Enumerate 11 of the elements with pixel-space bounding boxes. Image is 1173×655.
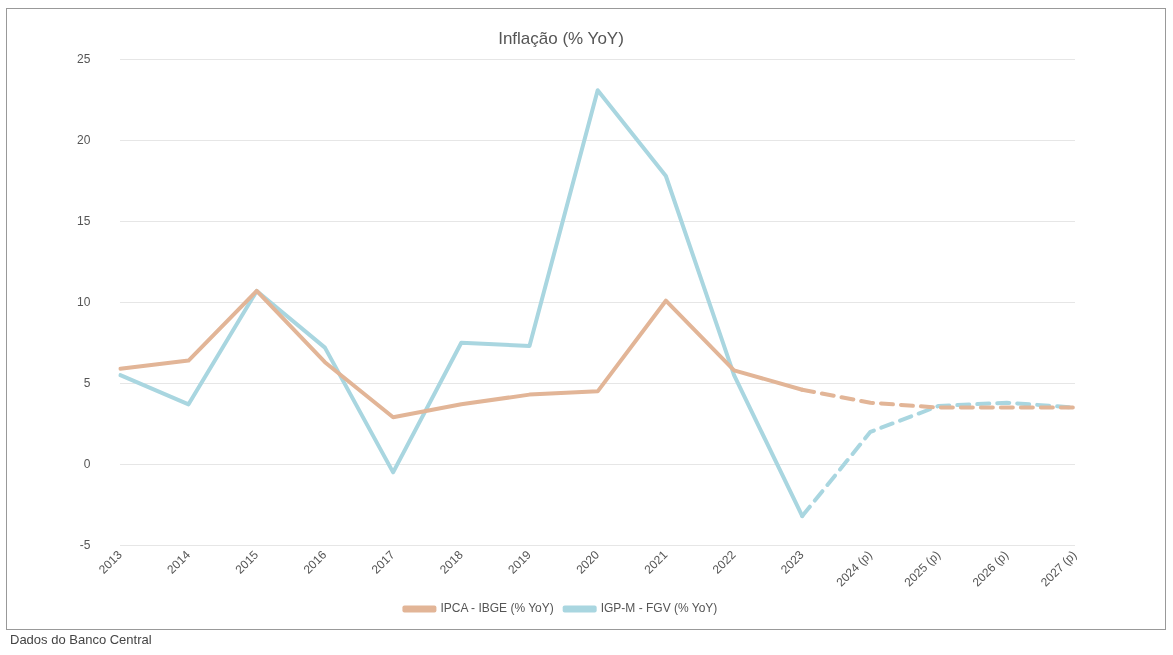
text: Dados do Banco Central bbox=[10, 632, 152, 647]
y-tick-label: 5 bbox=[83, 375, 91, 390]
legend-label: IPCA - IBGE (% YoY) bbox=[440, 601, 554, 616]
chart-title: Inflação (% YoY) bbox=[498, 28, 624, 48]
y-tick-label: 10 bbox=[76, 294, 91, 309]
y-tick-label: 0 bbox=[83, 456, 91, 471]
legend-label: IGP-M - FGV (% YoY) bbox=[600, 601, 718, 616]
y-tick-label: 20 bbox=[76, 132, 91, 147]
y-tick-label: 15 bbox=[76, 213, 91, 228]
y-tick-label: 25 bbox=[76, 51, 91, 66]
y-tick-label: -5 bbox=[79, 537, 91, 552]
